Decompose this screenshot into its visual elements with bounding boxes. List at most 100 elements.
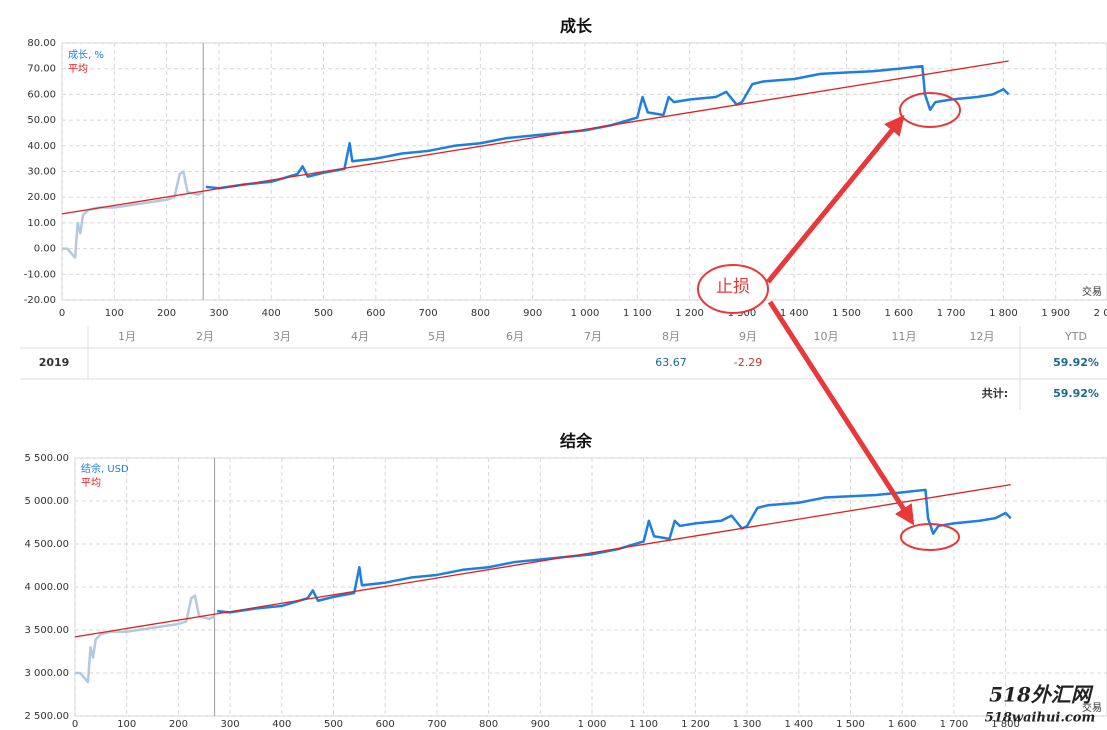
arrow bbox=[767, 300, 915, 526]
table-header: 11月 bbox=[892, 330, 917, 343]
x-tick-label: 900 bbox=[531, 719, 550, 730]
x-tick-label: 2 000 bbox=[1094, 308, 1107, 319]
x-tick-label: 1 200 bbox=[675, 308, 704, 319]
y-tick-label: 40.00 bbox=[27, 141, 56, 152]
x-tick-label: 1 700 bbox=[937, 308, 966, 319]
line-series bbox=[74, 484, 1011, 638]
x-axis-label: 交易 bbox=[1082, 701, 1102, 714]
x-tick-label: 200 bbox=[157, 308, 176, 319]
watermark: 518外汇网 bbox=[989, 683, 1094, 707]
annotation: 止损 bbox=[697, 92, 961, 551]
total-label: 共计: bbox=[982, 386, 1008, 400]
x-tick-label: 500 bbox=[324, 719, 343, 730]
chart-title: 结余 bbox=[559, 432, 593, 451]
x-tick-label: 900 bbox=[523, 308, 542, 319]
table-header: 8月 bbox=[662, 330, 680, 343]
charts: 成长 -20.00 -10.00 0.00 10.00 20.00 30.00 40.00 50… bbox=[24, 17, 1107, 730]
y-tick-label: 20.00 bbox=[27, 192, 56, 203]
y-tick-label: 0.00 bbox=[34, 244, 56, 255]
table-header: 7月 bbox=[584, 330, 602, 343]
legend-entry: 平均 bbox=[68, 63, 88, 75]
table-header: 5月 bbox=[428, 330, 446, 343]
table-cell: -2.29 bbox=[734, 356, 762, 369]
x-tick-label: 1 500 bbox=[832, 308, 861, 319]
x-tick-label: 1 400 bbox=[780, 308, 809, 319]
line-series bbox=[75, 594, 216, 684]
x-tick-label: 0 bbox=[72, 719, 78, 730]
watermark: 518waihui.com bbox=[985, 711, 1095, 726]
x-tick-label: 1 600 bbox=[888, 719, 917, 730]
x-tick-label: 200 bbox=[169, 719, 188, 730]
table-cell: 63.67 bbox=[655, 356, 687, 369]
y-tick-label: 3 000.00 bbox=[24, 668, 69, 679]
y-tick-label: 5 000.00 bbox=[24, 496, 69, 507]
x-tick-label: 400 bbox=[262, 308, 281, 319]
x-tick-label: 300 bbox=[221, 719, 240, 730]
annotation-label: 止损 bbox=[716, 277, 750, 297]
table-header: 12月 bbox=[970, 330, 995, 343]
y-tick-label: 30.00 bbox=[27, 167, 56, 178]
x-tick-label: 800 bbox=[471, 308, 490, 319]
total-value: 59.92% bbox=[1053, 387, 1099, 400]
x-tick-label: 1 000 bbox=[578, 719, 607, 730]
table-cell: 59.92% bbox=[1053, 356, 1099, 369]
x-tick-label: 100 bbox=[117, 719, 136, 730]
y-tick-label: 60.00 bbox=[27, 89, 56, 100]
x-tick-label: 500 bbox=[314, 308, 333, 319]
legend-entry: 平均 bbox=[81, 477, 101, 489]
x-tick-label: 1 100 bbox=[623, 308, 652, 319]
y-tick-label: 10.00 bbox=[27, 218, 56, 229]
chart: 成长 -20.00 -10.00 0.00 10.00 20.00 30.00 40.00 50… bbox=[24, 17, 1107, 319]
table-header: 2月 bbox=[196, 330, 214, 343]
chart-title: 成长 bbox=[560, 17, 593, 36]
x-tick-label: 700 bbox=[419, 308, 438, 319]
y-tick-label: 4 000.00 bbox=[24, 582, 69, 593]
table-header: 9月 bbox=[739, 330, 757, 343]
x-tick-label: 300 bbox=[209, 308, 228, 319]
y-tick-label: 80.00 bbox=[27, 38, 56, 49]
x-tick-label: 1 300 bbox=[728, 308, 757, 319]
x-tick-label: 400 bbox=[272, 719, 291, 730]
highlight-circle bbox=[899, 92, 961, 128]
legend-entry: 成长, % bbox=[68, 49, 104, 61]
x-tick-label: 1 200 bbox=[681, 719, 710, 730]
y-tick-label: 4 500.00 bbox=[24, 539, 69, 550]
table-header: YTD bbox=[1064, 330, 1087, 343]
x-tick-label: 1 100 bbox=[629, 719, 658, 730]
x-tick-label: 1 800 bbox=[989, 308, 1018, 319]
y-tick-label: -20.00 bbox=[24, 295, 56, 306]
table-header: 10月 bbox=[814, 330, 839, 343]
x-tick-label: 1 400 bbox=[784, 719, 813, 730]
x-tick-label: 600 bbox=[376, 719, 395, 730]
line-series bbox=[205, 64, 1010, 190]
monthly-table: 1月 2月 3月 4月 5月 6月 7月 8月 9月 10月 11月 12月 YTD 2019 63.67 -… bbox=[20, 326, 1107, 410]
table-header: 6月 bbox=[506, 330, 524, 343]
x-tick-label: 1 700 bbox=[940, 719, 969, 730]
table-header: 1月 bbox=[118, 330, 136, 343]
x-tick-label: 1 600 bbox=[884, 308, 913, 319]
line-series bbox=[217, 488, 1012, 614]
arrow bbox=[766, 114, 905, 284]
highlight-circle bbox=[900, 523, 960, 551]
x-tick-label: 600 bbox=[366, 308, 385, 319]
y-tick-label: 50.00 bbox=[27, 115, 56, 126]
y-tick-label: 70.00 bbox=[27, 64, 56, 75]
y-tick-label: -10.00 bbox=[24, 269, 56, 280]
label-bubble bbox=[697, 264, 769, 314]
x-tick-label: 1 800 bbox=[991, 719, 1020, 730]
y-tick-label: 5 500.00 bbox=[24, 453, 69, 464]
x-tick-label: 100 bbox=[105, 308, 124, 319]
line-series bbox=[62, 170, 204, 259]
x-tick-label: 700 bbox=[427, 719, 446, 730]
x-tick-label: 0 bbox=[59, 308, 65, 319]
legend-entry: 结余, USD bbox=[81, 462, 129, 475]
table-header: 3月 bbox=[273, 330, 291, 343]
x-tick-label: 1 300 bbox=[733, 719, 762, 730]
row-label: 2019 bbox=[39, 356, 70, 369]
chart: 结余 2 500.00 3 000.00 3 500.00 4 000.00 4 500.… bbox=[24, 432, 1107, 730]
y-tick-label: 3 500.00 bbox=[24, 625, 69, 636]
y-tick-label: 2 500.00 bbox=[24, 711, 69, 722]
x-tick-label: 1 000 bbox=[571, 308, 600, 319]
